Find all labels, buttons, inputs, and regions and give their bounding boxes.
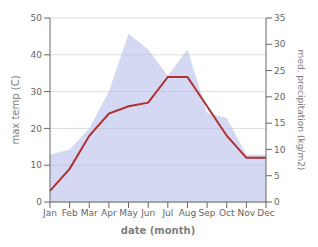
svg-text:25: 25 (274, 66, 285, 76)
svg-text:Jul: Jul (161, 208, 173, 218)
svg-text:date (month): date (month) (121, 225, 195, 236)
svg-text:Aug: Aug (179, 208, 197, 218)
svg-text:20: 20 (31, 124, 43, 134)
svg-text:Oct: Oct (219, 208, 235, 218)
svg-text:30: 30 (31, 87, 43, 97)
svg-text:Mar: Mar (81, 208, 98, 218)
svg-text:med. precipitation (kg/m2): med. precipitation (kg/m2) (296, 50, 306, 171)
svg-text:5: 5 (274, 171, 280, 181)
svg-text:50: 50 (31, 13, 43, 23)
svg-text:May: May (119, 208, 138, 218)
svg-text:max temp (C): max temp (C) (10, 75, 21, 144)
svg-text:Feb: Feb (62, 208, 78, 218)
svg-text:35: 35 (274, 13, 285, 23)
svg-text:Jan: Jan (42, 208, 57, 218)
svg-text:Nov: Nov (238, 208, 256, 218)
svg-text:Dec: Dec (257, 208, 274, 218)
svg-text:15: 15 (274, 118, 285, 128)
svg-text:Apr: Apr (101, 208, 117, 218)
svg-text:30: 30 (274, 39, 286, 49)
svg-text:Jun: Jun (140, 208, 155, 218)
svg-text:Sep: Sep (199, 208, 216, 218)
svg-text:40: 40 (31, 50, 43, 60)
svg-text:10: 10 (274, 145, 286, 155)
svg-text:20: 20 (274, 92, 286, 102)
svg-text:0: 0 (36, 197, 42, 207)
svg-text:10: 10 (31, 160, 43, 170)
svg-text:0: 0 (274, 197, 280, 207)
